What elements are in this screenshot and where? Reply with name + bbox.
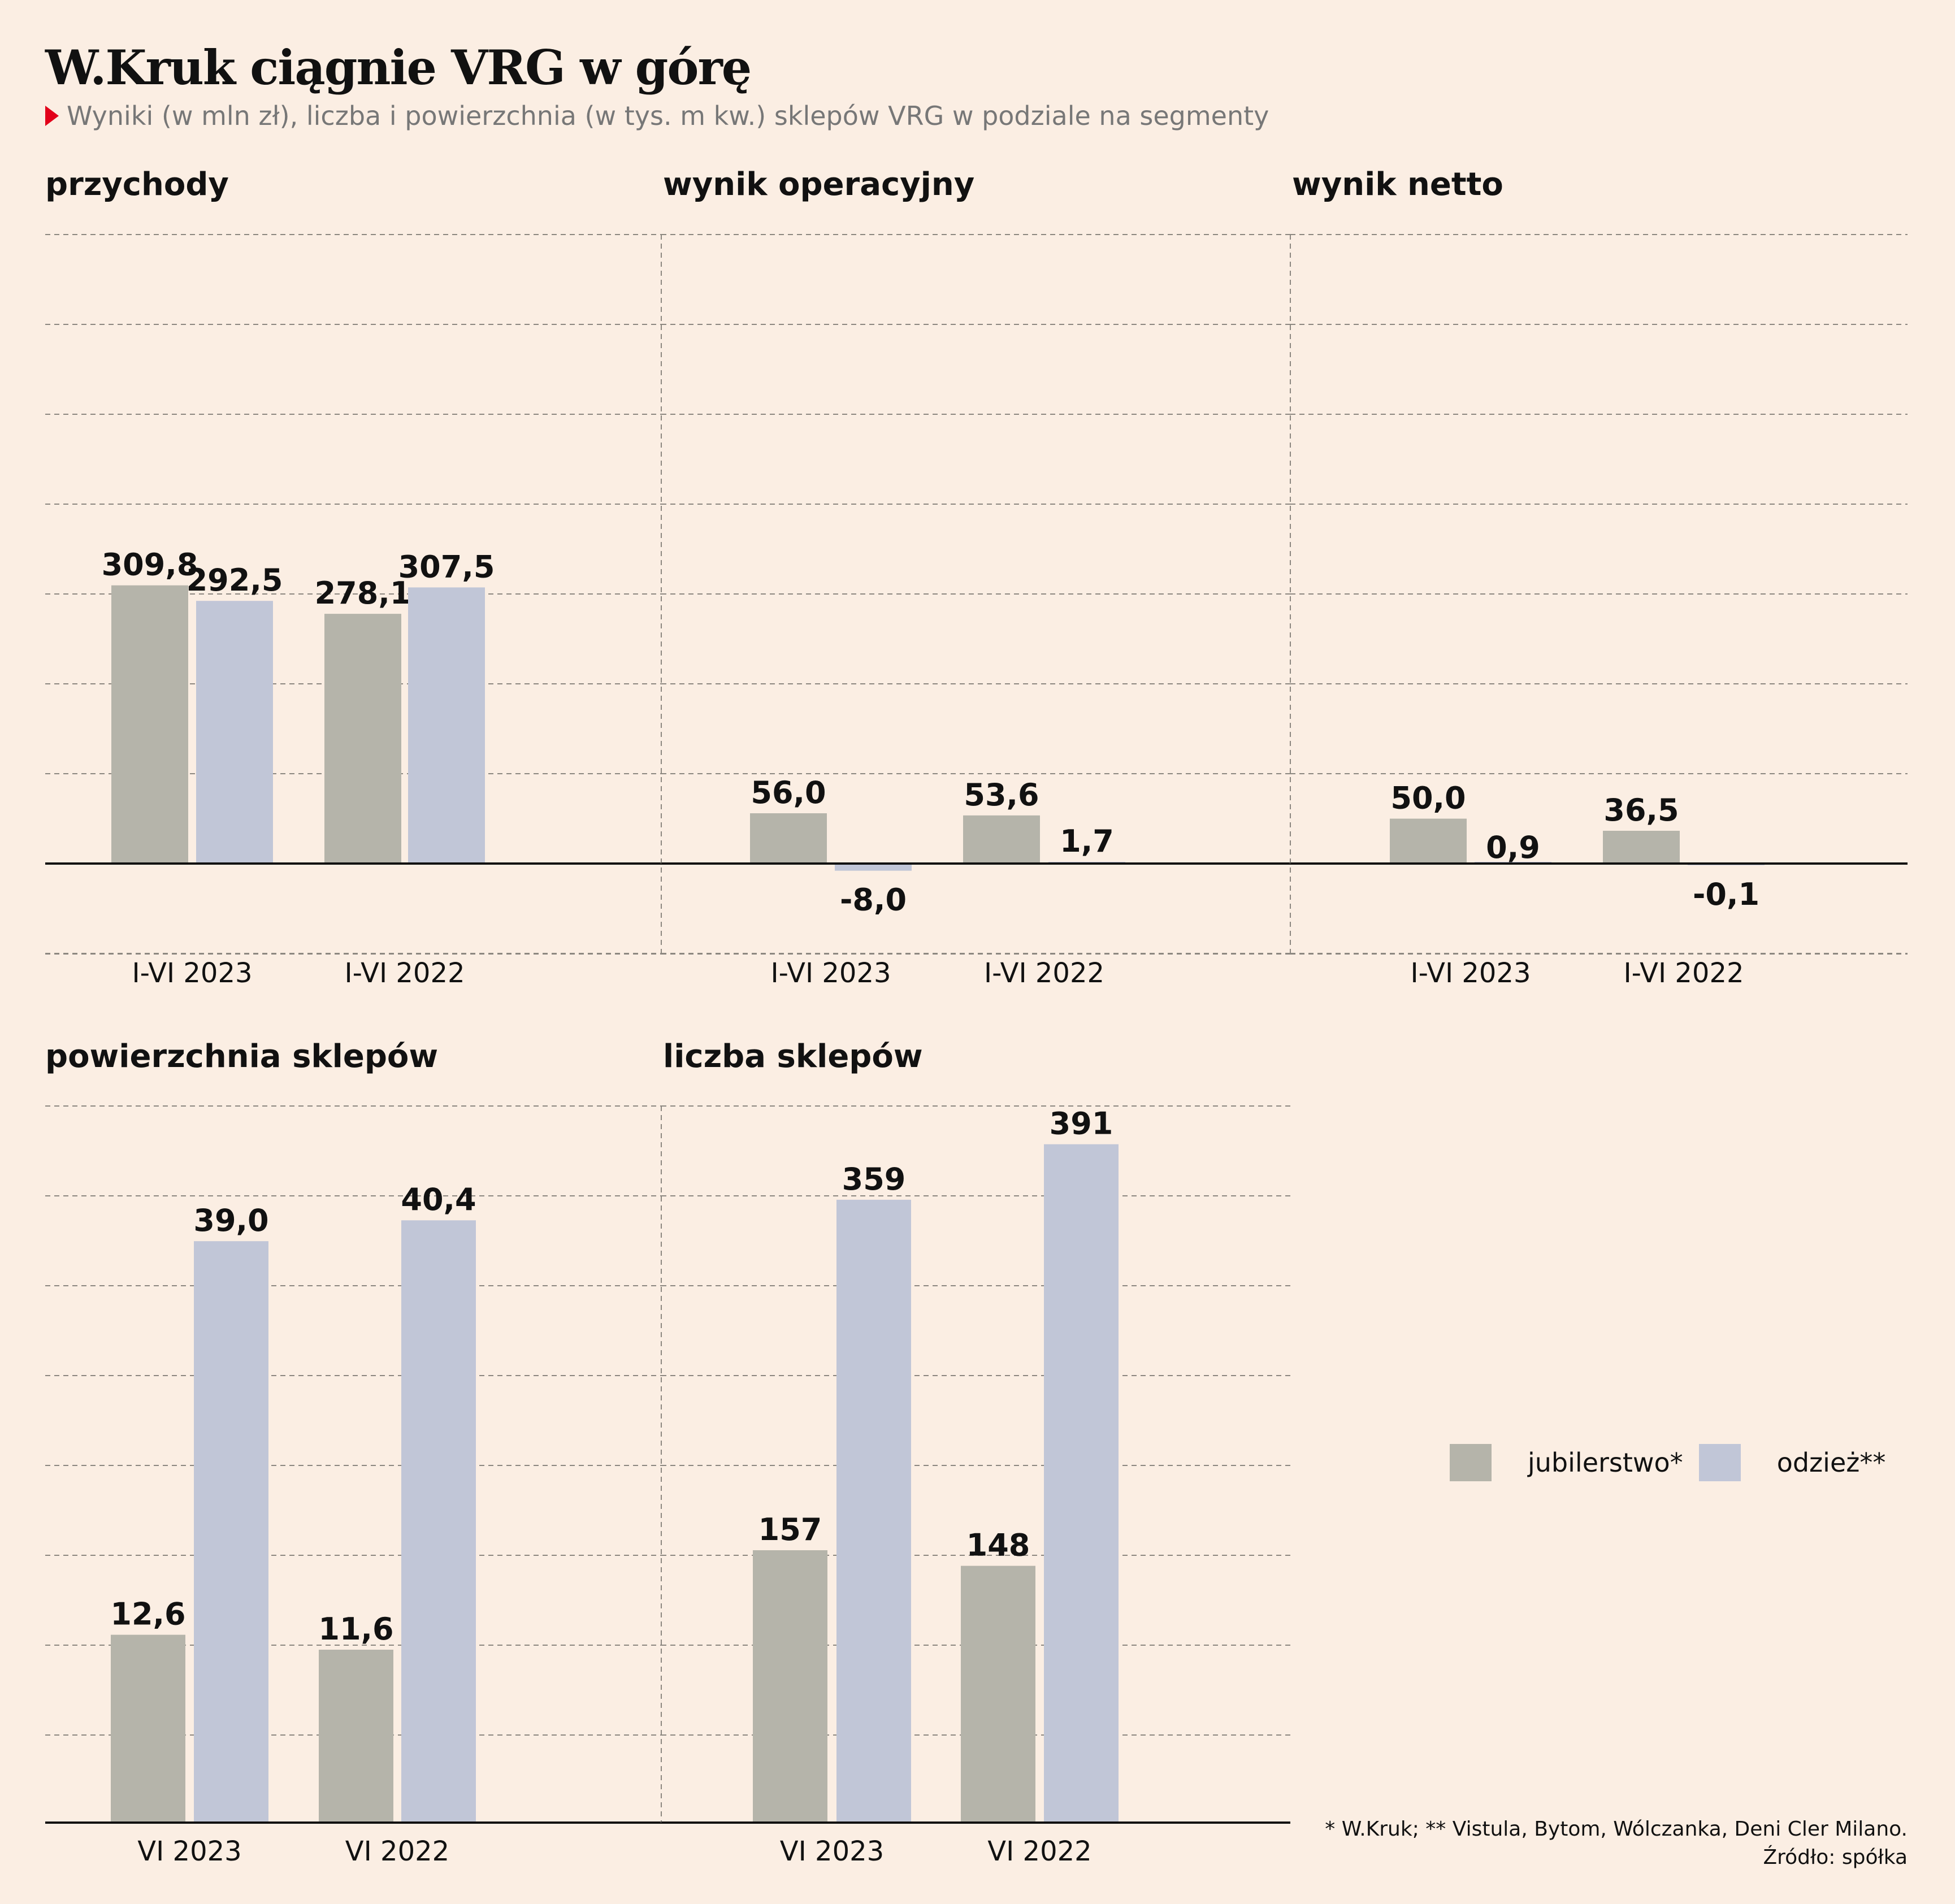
wynik-netto-tick-label-0: I-VI 2023 (1410, 957, 1531, 989)
wynik-netto-bar-jubilerstwo-1 (1603, 831, 1680, 864)
powierzchnia-sklepow-tick-label-0: VI 2023 (137, 1836, 241, 1867)
przychody-tick-label-1: I-VI 2022 (344, 957, 465, 989)
legend-swatch-odziez (1698, 1444, 1741, 1481)
przychody-bar-jubilerstwo-1 (324, 614, 401, 864)
wynik-operacyjny-data-label-jubilerstwo-1: 53,6 (964, 777, 1039, 813)
legend-label-odziez: odzież** (1776, 1447, 1886, 1478)
powierzchnia-sklepow-bar-jubilerstwo-1 (319, 1649, 393, 1823)
liczba-sklepow-bar-odziez-0 (836, 1199, 911, 1823)
powierzchnia-sklepow-tick-label-1: VI 2022 (345, 1836, 449, 1867)
powierzchnia-sklepow-data-label-jubilerstwo-1: 11,6 (318, 1611, 393, 1647)
przychody-data-label-odziez-0: 292,5 (187, 562, 283, 598)
wynik-operacyjny-bar-jubilerstwo-0 (750, 813, 827, 864)
przychody-bar-odziez-0 (196, 601, 273, 864)
liczba-sklepow-bar-jubilerstwo-1 (961, 1565, 1035, 1823)
legend-item-odziez: odzież** (1698, 1444, 1886, 1481)
footnote: * W.Kruk; ** Vistula, Bytom, Wólczanka, … (1325, 1818, 1908, 1841)
przychody-tick-label-0: I-VI 2023 (132, 957, 252, 989)
wynik-netto-data-label-jubilerstwo-0: 50,0 (1390, 780, 1466, 816)
wynik-netto-data-label-jubilerstwo-1: 36,5 (1603, 792, 1679, 828)
przychody-bar-jubilerstwo-0 (111, 585, 188, 864)
przychody-data-label-odziez-1: 307,5 (398, 549, 495, 584)
powierzchnia-sklepow-data-label-jubilerstwo-0: 12,6 (110, 1597, 185, 1632)
legend-swatch-jubilerstwo (1450, 1444, 1492, 1481)
chart-title: W.Kruk ciągnie VRG w górę (45, 40, 752, 96)
wynik-netto-bar-jubilerstwo-0 (1390, 818, 1467, 864)
liczba-sklepow-bar-jubilerstwo-0 (753, 1550, 827, 1823)
wynik-operacyjny-tick-label-0: I-VI 2023 (770, 957, 891, 989)
liczba-sklepow-data-label-jubilerstwo-0: 157 (758, 1512, 822, 1547)
powierzchnia-sklepow-panel-title: powierzchnia sklepów (45, 1038, 438, 1075)
chart-notes: * W.Kruk; ** Vistula, Bytom, Wólczanka, … (1325, 1815, 1908, 1872)
wynik-operacyjny-panel-title: wynik operacyjny (663, 166, 974, 203)
liczba-sklepow-data-label-odziez-1: 391 (1050, 1106, 1113, 1142)
legend-item-jubilerstwo: jubilerstwo* (1450, 1444, 1683, 1481)
wynik-netto-tick-label-1: I-VI 2022 (1623, 957, 1744, 989)
legend-label-jubilerstwo: jubilerstwo* (1528, 1447, 1683, 1478)
przychody-data-label-jubilerstwo-0: 309,8 (102, 547, 198, 583)
wynik-operacyjny-bar-jubilerstwo-1 (963, 815, 1040, 864)
wynik-operacyjny-data-label-odziez-0: -8,0 (840, 882, 907, 918)
legend: jubilerstwo* odzież** (1450, 1444, 1901, 1481)
powierzchnia-sklepow-bar-odziez-1 (401, 1220, 476, 1823)
wynik-operacyjny-tick-label-1: I-VI 2022 (984, 957, 1104, 989)
wynik-operacyjny-data-label-jubilerstwo-0: 56,0 (751, 775, 826, 810)
liczba-sklepow-data-label-odziez-0: 359 (842, 1161, 906, 1197)
chart-subtitle: Wyniki (w mln zł), liczba i powierzchnia… (45, 101, 1269, 131)
liczba-sklepow-panel-title: liczba sklepów (663, 1038, 923, 1075)
powierzchnia-sklepow-bar-odziez-0 (194, 1241, 268, 1823)
source-note: Źródło: spółka (1763, 1846, 1908, 1869)
liczba-sklepow-tick-label-1: VI 2022 (987, 1836, 1091, 1867)
liczba-sklepow-tick-label-0: VI 2023 (780, 1836, 884, 1867)
wynik-operacyjny-data-label-odziez-1: 1,7 (1060, 823, 1114, 859)
red-triangle-icon (45, 106, 59, 126)
przychody-bar-odziez-1 (408, 587, 485, 864)
subtitle-text: Wyniki (w mln zł), liczba i powierzchnia… (67, 101, 1269, 131)
wynik-netto-panel-title: wynik netto (1292, 166, 1503, 203)
przychody-panel-title: przychody (45, 166, 229, 203)
powierzchnia-sklepow-data-label-odziez-1: 40,4 (401, 1182, 476, 1217)
liczba-sklepow-data-label-jubilerstwo-1: 148 (966, 1528, 1030, 1563)
przychody-data-label-jubilerstwo-1: 278,1 (315, 575, 411, 611)
wynik-operacyjny-bar-odziez-0 (835, 864, 912, 871)
wynik-netto-data-label-odziez-1: -0,1 (1693, 877, 1759, 912)
wynik-netto-data-label-odziez-0: 0,9 (1486, 830, 1540, 865)
powierzchnia-sklepow-data-label-odziez-0: 39,0 (193, 1203, 268, 1238)
powierzchnia-sklepow-bar-jubilerstwo-0 (111, 1634, 185, 1823)
liczba-sklepow-bar-odziez-1 (1044, 1144, 1119, 1823)
